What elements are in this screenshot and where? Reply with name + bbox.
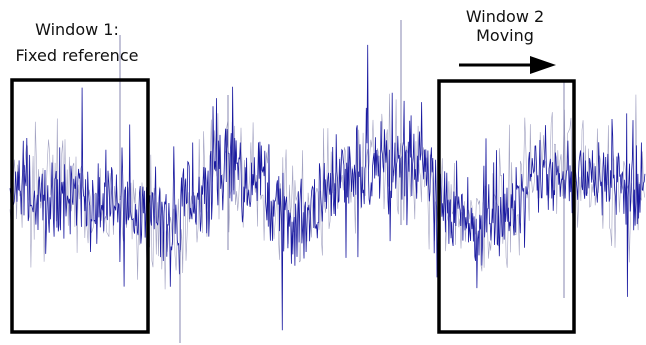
signal-trace bbox=[9, 44, 646, 331]
window-1-fixed-box bbox=[10, 78, 150, 334]
window-2-label-line1: Window 2 bbox=[466, 7, 544, 26]
window-1-label-line2: Fixed reference bbox=[16, 46, 139, 65]
window-1-label-line1: Window 1: bbox=[35, 20, 119, 39]
right-arrow-icon bbox=[459, 56, 556, 74]
window-2-label-line2: Moving bbox=[476, 26, 534, 45]
window-2-moving-box bbox=[437, 79, 576, 334]
noise-signal bbox=[9, 20, 646, 343]
